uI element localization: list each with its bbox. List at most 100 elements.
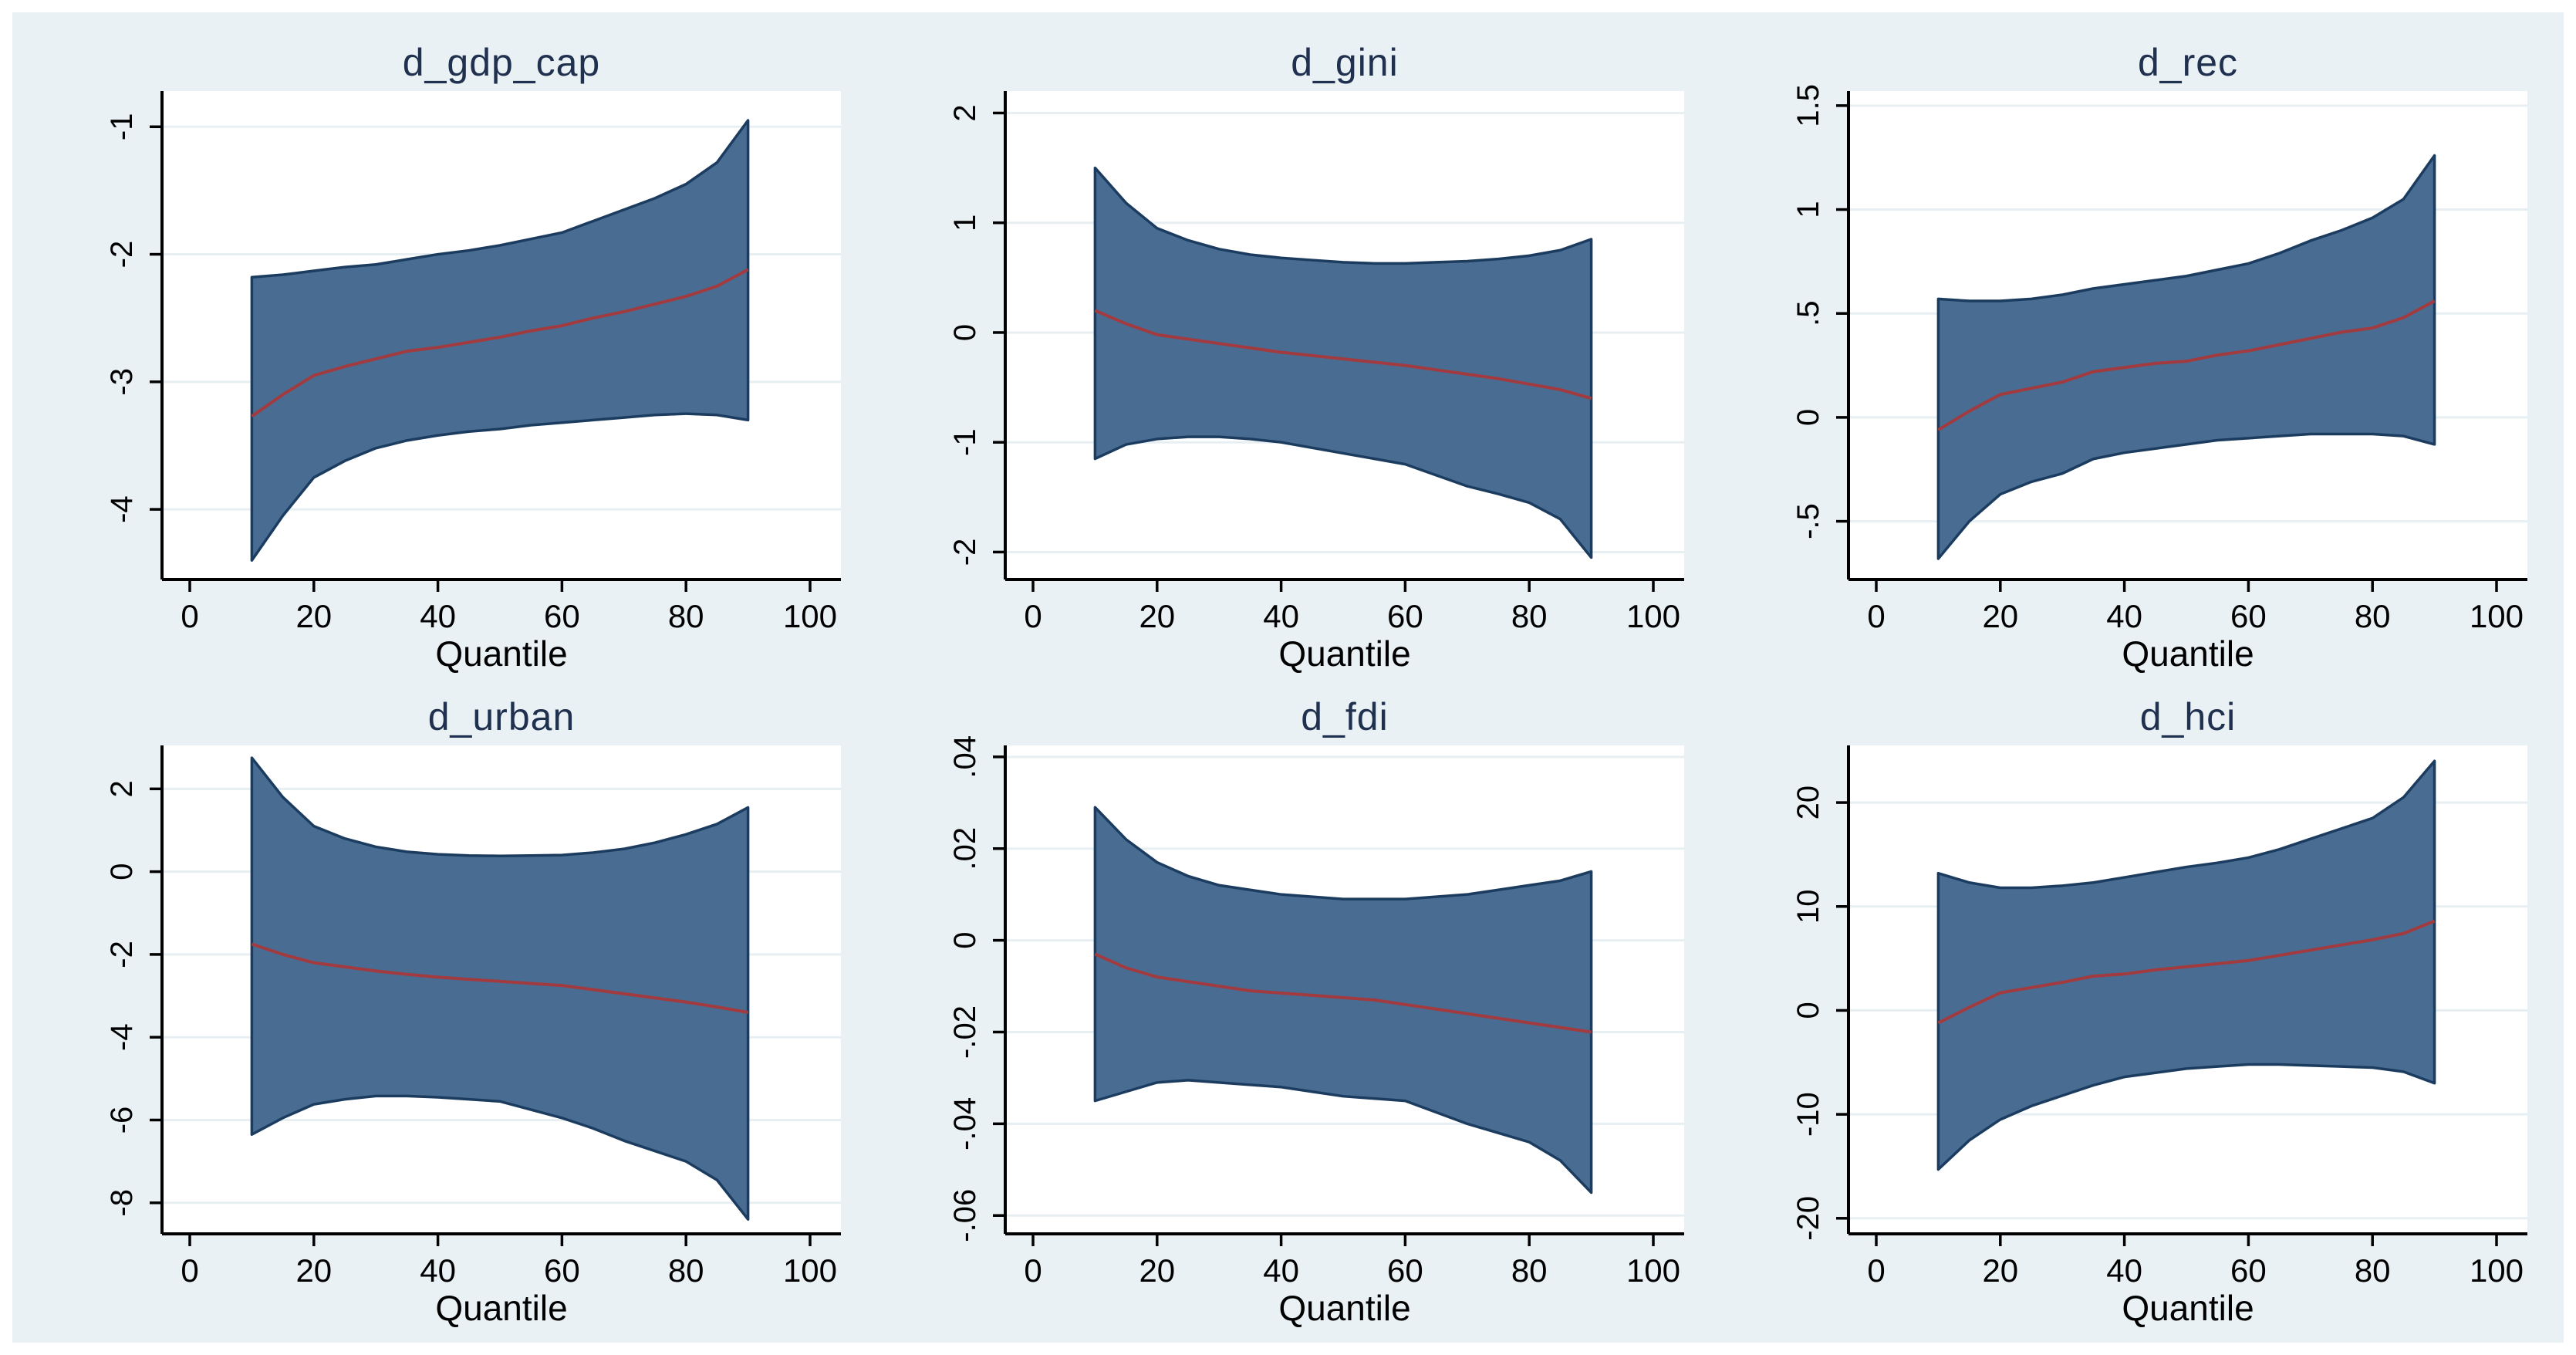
x-tick-label: 100	[1626, 598, 1680, 634]
x-tick-label: 40	[2106, 598, 2142, 634]
y-axis-ticks: 2 0 -2 -4 -6 -8	[105, 780, 162, 1217]
y-tick-label: 0	[1791, 409, 1825, 426]
y-axis-ticks: 1.51.50-.5	[1791, 84, 1848, 539]
x-tick-label: 60	[544, 598, 580, 634]
y-tick-label: 0	[1791, 1002, 1825, 1019]
panel-title: d_gini	[1291, 41, 1399, 84]
x-tick-label: 20	[1982, 598, 2018, 634]
x-tick-label: 0	[1867, 598, 1885, 634]
y-axis-ticks: 20 10 0 -10 -20	[1791, 786, 1848, 1241]
y-tick-label: -.06	[948, 1189, 982, 1242]
x-tick-label: 20	[295, 598, 332, 634]
x-axis-title: Quantile	[2122, 634, 2254, 674]
x-tick-label: 100	[2470, 598, 2524, 634]
x-axis-title: Quantile	[435, 634, 567, 674]
y-tick-label: 1	[1791, 201, 1825, 218]
x-tick-label: 0	[181, 598, 198, 634]
quantile-plot-d_gini: 2 1 0 -1 -2 0 20 40 60 80 100 Quantile	[948, 91, 1684, 674]
x-tick-label: 40	[420, 598, 456, 634]
y-tick-label: -.04	[948, 1097, 982, 1151]
axes	[160, 745, 841, 1235]
x-tick-label: 20	[1982, 1252, 2018, 1289]
x-tick-label: 100	[1626, 1252, 1680, 1289]
x-tick-label: 100	[783, 1252, 837, 1289]
confidence-band	[250, 756, 750, 1221]
x-axis-ticks: 0 20 40 60 80 100	[181, 1234, 837, 1289]
x-tick-label: 60	[544, 1252, 580, 1289]
confidence-band	[1093, 806, 1593, 1194]
y-tick-label: -4	[105, 495, 139, 523]
x-tick-label: 0	[1024, 598, 1042, 634]
panel-title: d_rec	[2137, 41, 2239, 84]
y-axis-ticks: -1 -2 -3 -4	[105, 113, 162, 523]
y-tick-label: 2	[105, 780, 139, 797]
x-axis-ticks: 0 20 40 60 80 100	[1867, 580, 2524, 634]
x-tick-label: 100	[2470, 1252, 2524, 1289]
y-tick-label: -3	[105, 368, 139, 396]
panel-d_gdp_cap: d_gdp_cap -1 -2 -3 -4 0 20 40 60 80 100 Quantile	[31, 29, 869, 676]
y-tick-label: 10	[1791, 890, 1825, 924]
y-tick-label: -2	[105, 241, 139, 269]
quantile-plot-d_fdi: .04 .02 0 -.02 -.04 -.06 0 20 40 60 80 100 Quantile	[948, 735, 1684, 1328]
x-tick-label: 60	[2230, 1252, 2267, 1289]
y-tick-label: -1	[105, 113, 139, 140]
x-tick-label: 80	[668, 1252, 704, 1289]
x-tick-label: 20	[1139, 1252, 1175, 1289]
y-tick-label: -20	[1791, 1196, 1825, 1241]
coefficient-line	[1937, 919, 2436, 1025]
x-tick-label: 20	[1139, 598, 1175, 634]
x-axis-ticks: 0 20 40 60 80 100	[1024, 1234, 1680, 1289]
x-tick-label: 0	[181, 1252, 198, 1289]
x-tick-label: 60	[1387, 598, 1423, 634]
panel-d_hci: d_hci 20 10 0 -10 -20 0 20 40 60 80 100 Quantile	[1717, 684, 2555, 1330]
confidence-band	[1093, 166, 1593, 559]
y-tick-label: 20	[1791, 786, 1825, 820]
x-tick-label: 40	[420, 1252, 456, 1289]
x-tick-label: 40	[2106, 1252, 2142, 1289]
y-tick-label: -.5	[1791, 503, 1825, 539]
x-axis-ticks: 0 20 40 60 80 100	[181, 580, 837, 634]
coefficient-line	[1094, 952, 1592, 1034]
x-tick-label: 0	[1867, 1252, 1885, 1289]
axes	[1847, 91, 2527, 581]
panel-grid: d_gdp_cap -1 -2 -3 -4 0 20 40 60 80 100 Quantile d…	[31, 29, 2555, 1330]
y-tick-label: 0	[105, 863, 139, 880]
axes	[1004, 91, 1684, 581]
y-axis-ticks: 2 1 0 -1 -2	[948, 104, 1005, 566]
x-tick-label: 0	[1024, 1252, 1042, 1289]
panel-title: d_fdi	[1301, 695, 1389, 738]
x-tick-label: 80	[2355, 598, 2391, 634]
y-tick-label: -10	[1791, 1092, 1825, 1137]
y-tick-label: -6	[105, 1107, 139, 1134]
coefficient-line	[1094, 309, 1592, 400]
x-tick-label: 80	[668, 598, 704, 634]
axes	[1004, 745, 1684, 1235]
y-tick-label: 1	[948, 215, 982, 231]
y-tick-label: -2	[105, 941, 139, 968]
x-tick-label: 60	[1387, 1252, 1423, 1289]
x-axis-title: Quantile	[1278, 634, 1410, 674]
panel-d_fdi: d_fdi .04 .02 0 -.02 -.04 -.06 0 20 40 60 80 100 Qua…	[874, 684, 1712, 1330]
x-axis-ticks: 0 20 40 60 80 100	[1024, 580, 1680, 634]
x-tick-label: 60	[2230, 598, 2267, 634]
x-tick-label: 80	[1511, 598, 1548, 634]
x-tick-label: 80	[1511, 1252, 1548, 1289]
x-tick-label: 20	[295, 1252, 332, 1289]
y-tick-label: 0	[948, 324, 982, 341]
panel-title: d_hci	[2139, 695, 2237, 738]
x-tick-label: 100	[783, 598, 837, 634]
confidence-band	[1936, 154, 2436, 560]
panel-d_urban: d_urban 2 0 -2 -4 -6 -8 0 20 40 60 80 100 Quantile	[31, 684, 869, 1330]
y-tick-label: -.02	[948, 1005, 982, 1059]
y-tick-label: -2	[948, 539, 982, 566]
y-axis-ticks: .04 .02 0 -.02 -.04 -.06	[948, 735, 1005, 1242]
x-axis-title: Quantile	[435, 1288, 567, 1328]
panel-d_gini: d_gini 2 1 0 -1 -2 0 20 40 60 80 100 Quantile	[874, 29, 1712, 676]
y-tick-label: .02	[948, 827, 982, 870]
y-tick-label: .5	[1791, 301, 1825, 326]
panel-title: d_gdp_cap	[402, 41, 601, 84]
x-axis-title: Quantile	[1278, 1288, 1410, 1328]
